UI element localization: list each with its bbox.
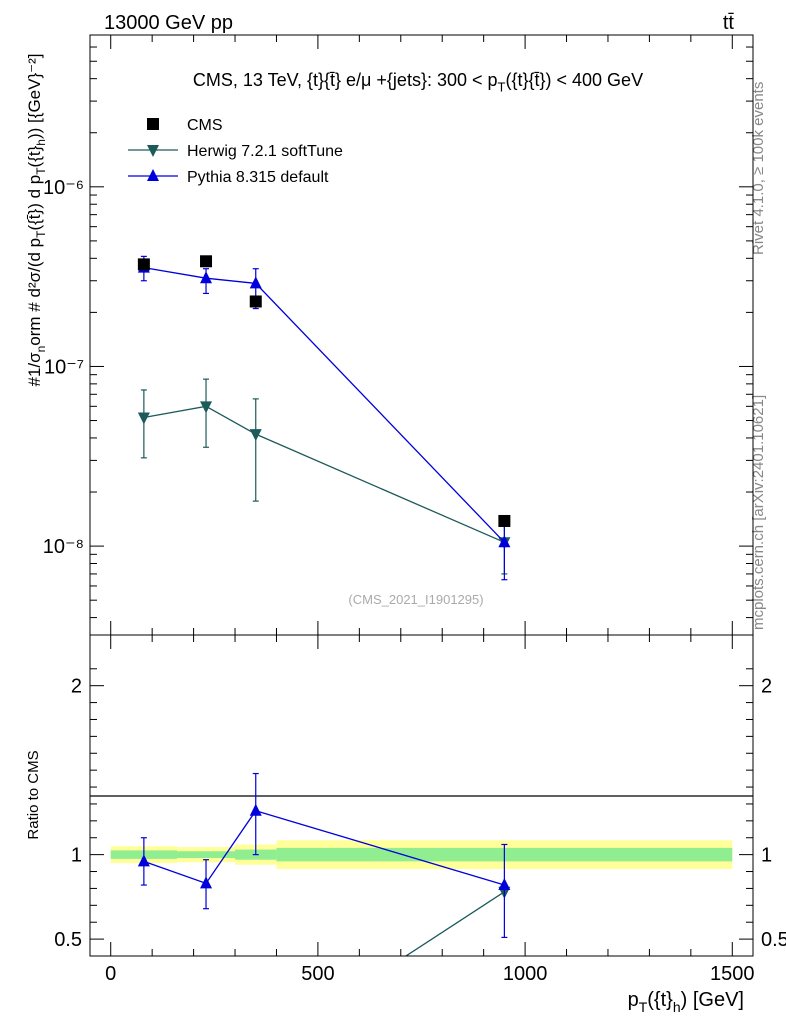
ratio-frame bbox=[89, 634, 754, 957]
pythia-ratio-point bbox=[249, 803, 262, 816]
main-panel: CMS, 13 TeV, {t}{t̄} e/μ +{jets}: 300 < … bbox=[25, 34, 754, 636]
pythia-ratio-point bbox=[498, 878, 511, 891]
legend-label-herwig: Herwig 7.2.1 softTune bbox=[187, 143, 343, 160]
y-tick-label: 10⁻⁸ bbox=[43, 536, 84, 558]
cms-point bbox=[200, 255, 213, 268]
process-label: tt̄ bbox=[723, 12, 735, 34]
cms-point bbox=[249, 295, 262, 308]
legend: CMS Herwig 7.2.1 softTune Pythia 8.315 def… bbox=[128, 117, 343, 186]
pythia-point bbox=[200, 271, 213, 284]
plot-title: CMS, 13 TeV, {t}{t̄} e/μ +{jets}: 300 < … bbox=[193, 70, 643, 94]
x-tick-label: 1000 bbox=[503, 963, 548, 985]
site-label: mcplots.cern.ch [arXiv:2401.10621] bbox=[750, 395, 767, 630]
x-tick-label: 1500 bbox=[710, 963, 755, 985]
herwig-line bbox=[143, 405, 505, 543]
pythia-ratio-line bbox=[143, 809, 505, 886]
legend-marker-pythia bbox=[147, 169, 159, 181]
herwig-point bbox=[249, 429, 262, 442]
ratio-y-axis-label: Ratio to CMS bbox=[25, 750, 42, 839]
x-tick-label: 0 bbox=[105, 963, 116, 985]
cms-point bbox=[498, 514, 511, 527]
legend-label-cms: CMS bbox=[187, 117, 223, 134]
legend-marker-herwig bbox=[147, 145, 159, 157]
pythia-ratio-point bbox=[200, 876, 213, 889]
x-axis-label: pT({t}h) [GeV] bbox=[628, 989, 744, 1015]
herwig-ratio-line bbox=[404, 891, 505, 956]
rivet-label: Rivet 4.1.0, ≥ 100k events bbox=[750, 82, 767, 255]
y-tick-label: 10⁻⁶ bbox=[43, 177, 84, 199]
ratio-panel: 0.5 0.5 1 1 2 2 0 500 1000 1500 Ratio to CMS pT({… bbox=[25, 634, 786, 1015]
ratio-y-tick-label-right: 1 bbox=[761, 845, 772, 867]
ratio-y-tick-label: 1 bbox=[71, 845, 82, 867]
uncertainty-band-inner bbox=[177, 851, 236, 859]
legend-marker-cms bbox=[147, 118, 159, 130]
y-axis-label: #1/σnorm # d²σ/(d pT({t̄}) d pT({t}h)) [… bbox=[25, 53, 48, 386]
ratio-y-tick-label-right: 2 bbox=[761, 676, 772, 698]
herwig-point bbox=[200, 401, 213, 414]
analysis-label: (CMS_2021_I1901295) bbox=[348, 592, 483, 607]
cms-point bbox=[137, 258, 150, 271]
legend-label-pythia: Pythia 8.315 default bbox=[187, 169, 329, 186]
y-tick-label: 10⁻⁷ bbox=[44, 356, 84, 378]
ratio-y-tick-label: 2 bbox=[71, 676, 82, 698]
herwig-point bbox=[137, 412, 150, 425]
ratio-y-tick-label-right: 0.5 bbox=[761, 929, 786, 951]
collision-label: 13000 GeV pp bbox=[104, 12, 233, 34]
pythia-line bbox=[143, 266, 505, 543]
ratio-y-tick-label: 0.5 bbox=[54, 929, 82, 951]
pythia-ratio-point bbox=[137, 854, 150, 867]
pythia-point bbox=[249, 276, 262, 289]
x-tick-label: 500 bbox=[301, 963, 334, 985]
pythia-point bbox=[498, 535, 511, 548]
